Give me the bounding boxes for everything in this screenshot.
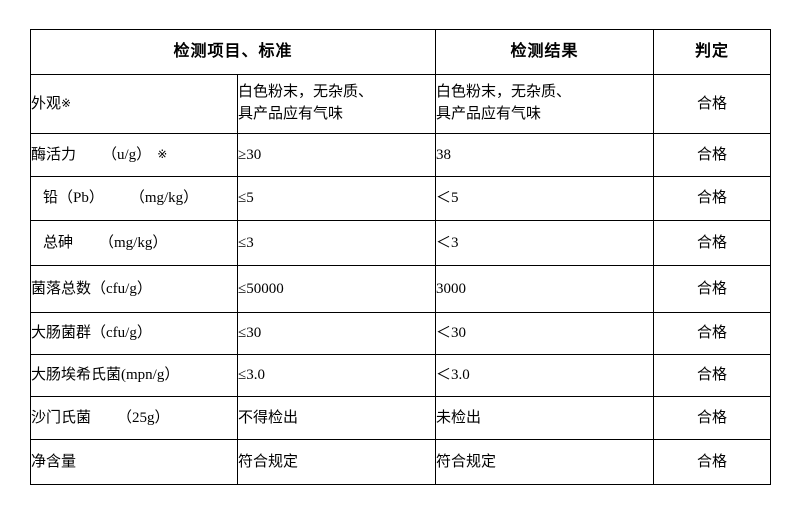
row-verdict-coliform: 合格 [653, 312, 772, 355]
row-item-lead: 铅（Pb） （mg/kg） [30, 176, 238, 221]
table-row: 外观※ 白色粉末，无杂质、 具产品应有气味 白色粉末，无杂质、 具产品应有气味 … [30, 74, 772, 134]
header-result: 检测结果 [435, 29, 655, 75]
table-body: 外观※ 白色粉末，无杂质、 具产品应有气味 白色粉末，无杂质、 具产品应有气味 … [30, 74, 772, 485]
row-item-total-plate-count: 菌落总数（cfu/g） [30, 265, 238, 313]
row-standard-lead: ≤5 [236, 176, 437, 221]
row-item-appearance: 外观※ [30, 74, 238, 134]
row-result-enzyme-activity: 38 [435, 133, 655, 177]
inspection-result-table: 检测项目、标准 检测结果 判定 外观※ 白色粉末，无杂质、 具产品应有气味 白色… [29, 29, 772, 485]
item-label: 沙门氏菌 [31, 409, 92, 426]
row-item-enzyme-activity: 酶活力 （u/g） ※ [30, 133, 238, 177]
row-item-net-content: 净含量 [30, 439, 238, 485]
row-standard-enzyme-activity: ≥30 [236, 133, 437, 177]
row-standard-appearance: 白色粉末，无杂质、 具产品应有气味 [236, 74, 437, 134]
row-verdict-net-content: 合格 [653, 439, 772, 485]
item-label: 总砷 [43, 234, 74, 251]
item-label: 外观 [31, 95, 62, 112]
table-row: 铅（Pb） （mg/kg） ≤5 ＜5 合格 [30, 176, 772, 221]
row-item-salmonella: 沙门氏菌 （25g） [30, 396, 238, 440]
standard-line-1: 白色粉末，无杂质、 [238, 84, 374, 101]
item-label: 净含量 [31, 453, 77, 470]
row-verdict-e-coli: 合格 [653, 354, 772, 397]
row-result-salmonella: 未检出 [435, 396, 655, 440]
item-label: 铅（Pb） [43, 190, 104, 207]
row-verdict-enzyme-activity: 合格 [653, 133, 772, 177]
table-row: 菌落总数（cfu/g） ≤50000 3000 合格 [30, 265, 772, 313]
result-line-2: 具产品应有气味 [436, 106, 542, 122]
row-result-e-coli: ＜3.0 [435, 354, 655, 397]
item-unit: （u/g） [102, 146, 152, 163]
table-row: 酶活力 （u/g） ※ ≥30 38 合格 [30, 133, 772, 177]
item-label: 酶活力 [31, 146, 77, 163]
row-result-coliform: ＜30 [435, 312, 655, 355]
row-standard-total-arsenic: ≤3 [236, 220, 437, 266]
table-header: 检测项目、标准 检测结果 判定 [29, 29, 772, 75]
row-standard-salmonella: 不得检出 [236, 396, 437, 440]
header-row: 检测项目、标准 检测结果 判定 [29, 29, 772, 75]
row-standard-total-plate-count: ≤50000 [236, 265, 437, 313]
table-row: 大肠埃希氏菌(mpn/g） ≤3.0 ＜3.0 合格 [30, 354, 772, 397]
item-footnote-mark: ※ [61, 95, 72, 110]
row-result-total-arsenic: ＜3 [435, 220, 655, 266]
item-unit: （mg/kg） [99, 234, 168, 251]
item-footnote-mark: ※ [157, 146, 168, 161]
row-verdict-appearance: 合格 [653, 74, 772, 134]
row-result-lead: ＜5 [435, 176, 655, 221]
table-row: 大肠菌群（cfu/g） ≤30 ＜30 合格 [30, 312, 772, 355]
header-verdict: 判定 [653, 29, 772, 75]
row-item-coliform: 大肠菌群（cfu/g） [30, 312, 238, 355]
row-standard-e-coli: ≤3.0 [236, 354, 437, 397]
row-standard-net-content: 符合规定 [236, 439, 437, 485]
item-label: 大肠埃希氏菌(mpn/g） [31, 367, 180, 384]
row-result-total-plate-count: 3000 [435, 265, 655, 313]
row-standard-coliform: ≤30 [236, 312, 437, 355]
table-row: 总砷 （mg/kg） ≤3 ＜3 合格 [30, 220, 772, 266]
item-unit: （25g） [117, 409, 170, 426]
row-result-appearance: 白色粉末，无杂质、 具产品应有气味 [435, 74, 655, 134]
item-label: 大肠菌群（cfu/g） [31, 325, 152, 342]
row-item-e-coli: 大肠埃希氏菌(mpn/g） [30, 354, 238, 397]
row-verdict-salmonella: 合格 [653, 396, 772, 440]
header-item-standard: 检测项目、标准 [29, 29, 437, 75]
row-verdict-lead: 合格 [653, 176, 772, 221]
item-unit: （mg/kg） [129, 190, 199, 207]
item-label: 菌落总数（cfu/g） [31, 280, 152, 297]
result-line-1: 白色粉末，无杂质、 [436, 84, 572, 101]
row-item-total-arsenic: 总砷 （mg/kg） [30, 220, 238, 266]
standard-line-2: 具产品应有气味 [238, 106, 344, 122]
table-row: 净含量 符合规定 符合规定 合格 [30, 439, 772, 485]
row-verdict-total-plate-count: 合格 [653, 265, 772, 313]
row-result-net-content: 符合规定 [435, 439, 655, 485]
row-verdict-total-arsenic: 合格 [653, 220, 772, 266]
table-row: 沙门氏菌 （25g） 不得检出 未检出 合格 [30, 396, 772, 440]
